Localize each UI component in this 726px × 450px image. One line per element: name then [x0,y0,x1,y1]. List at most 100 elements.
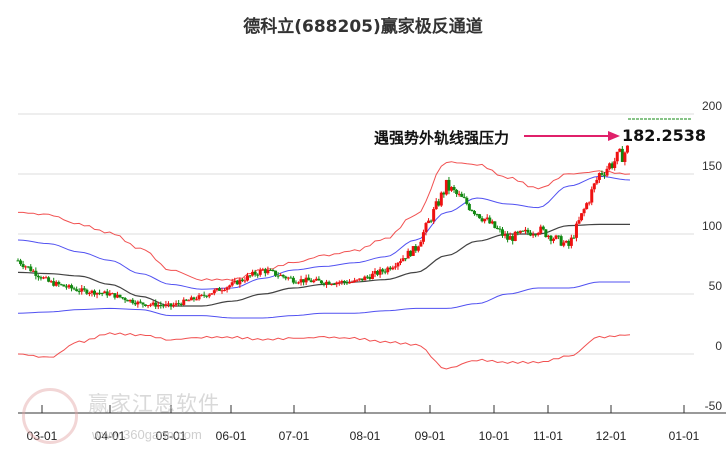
candle [404,258,408,260]
candle [100,293,104,295]
candle [212,290,216,294]
candle [559,236,563,246]
band-line [17,281,630,319]
candle [217,288,221,291]
candle [620,148,624,162]
candle [243,280,247,282]
candle [424,223,428,233]
candle [330,284,334,286]
candle [75,289,79,292]
arrow-head-icon [608,131,620,141]
candle [411,246,415,256]
candle [590,189,594,203]
candle [345,282,349,284]
candle [235,280,239,285]
candle [582,209,586,214]
y-tick-label: -50 [705,399,723,413]
candle [309,280,313,283]
candle [376,271,380,275]
candle [442,192,446,195]
candle [271,270,275,272]
candle [488,217,492,224]
candle [618,148,622,152]
candle [531,234,535,236]
candle [623,152,627,162]
y-tick-label: 100 [702,219,722,233]
candle [592,183,596,190]
candle [608,163,612,169]
candle [564,240,568,243]
candle [113,293,117,298]
candle [434,201,438,210]
candle [557,235,561,237]
candle [87,293,91,295]
candle [529,232,533,236]
candle [353,280,357,283]
candle [281,274,285,277]
candle [154,302,158,307]
candle [289,277,293,279]
candle [238,279,242,285]
candle [493,221,497,228]
candle [261,269,265,271]
x-tick-label: 10-01 [479,429,510,443]
candle [172,304,176,307]
candle [478,214,482,219]
candle [355,279,359,281]
candle [365,276,369,278]
candle [54,281,58,286]
candle [554,235,558,239]
candle [348,282,351,284]
candle [228,285,232,288]
band-line [17,175,631,290]
candle [450,186,453,191]
candle [322,283,326,285]
x-tick-label: 09-01 [415,429,446,443]
candle [297,282,300,284]
candle [258,269,262,275]
candle [156,305,160,307]
candle [452,186,456,190]
candle [248,275,252,277]
candle [52,281,56,286]
candle [131,299,135,304]
candle [240,279,244,281]
candle [151,302,155,305]
candle [57,281,61,285]
candle [138,301,142,303]
candle [332,284,336,286]
chart-title: 德科立(688205)赢家极反通道 [243,17,483,37]
candle [317,278,321,281]
candle [286,277,290,279]
candle [495,227,499,229]
candle [98,292,102,294]
candle [383,271,387,273]
candle [572,237,576,239]
candle [457,193,461,195]
candle [373,271,377,274]
candle [360,278,364,281]
band-line [17,332,631,370]
candle [274,270,278,276]
candle [263,269,267,274]
candle [312,280,316,283]
candle [62,284,66,287]
candle [26,266,30,268]
candle [220,290,224,292]
candle [164,304,168,306]
candle [370,273,374,280]
candle [534,234,538,236]
candle [396,262,400,267]
candle [587,202,591,204]
band-line [18,161,631,282]
candle [472,211,476,215]
y-axis-labels: 200 150 100 50 0 -50 [702,99,722,413]
x-tick-label: 06-01 [216,429,247,443]
candle [225,287,229,290]
x-tick-label: 11-01 [533,429,563,443]
candle [503,234,507,236]
candle [256,274,260,276]
candle [416,246,420,251]
candle [19,260,23,265]
candle [577,220,581,224]
